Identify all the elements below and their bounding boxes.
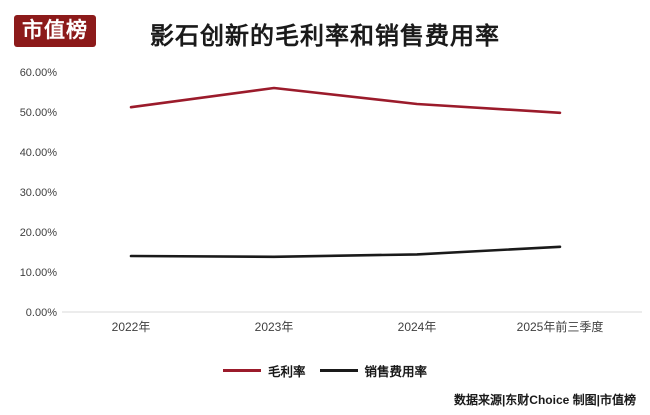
legend-item-sales-expense-ratio: 销售费用率 [319, 361, 428, 380]
y-tick-label: 40.00% [20, 147, 58, 159]
y-tick-label: 20.00% [20, 227, 58, 239]
y-tick-label: 30.00% [20, 187, 58, 199]
series-line-毛利率 [129, 86, 562, 115]
y-tick-label: 50.00% [20, 107, 58, 119]
legend-label: 毛利率 [267, 365, 306, 379]
data-source-credit: 数据来源|东财Choice 制图|市值榜 [453, 393, 636, 407]
y-tick-label: 0.00% [26, 307, 57, 319]
chart-svg: 0.00% 10.00% 20.00% 30.00% 40.00% 50.00% 60.00… [20, 67, 642, 334]
series-line-销售费用率 [129, 245, 562, 259]
chart-legend: 毛利率 销售费用率 [0, 361, 650, 380]
legend-item-gross-margin: 毛利率 [222, 361, 306, 380]
x-tick-label: 2024年 [398, 320, 437, 334]
x-tick-label: 2023年 [255, 320, 294, 334]
gross-margin-line-swatch [222, 369, 261, 372]
y-tick-label: 10.00% [20, 267, 58, 279]
x-tick-label: 2022年 [112, 320, 151, 334]
x-tick-label: 2025年前三季度 [517, 319, 604, 334]
sales-expense-line-swatch [319, 369, 358, 372]
legend-label: 销售费用率 [364, 365, 428, 379]
chart-title: 影石创新的毛利率和销售费用率 [150, 23, 500, 50]
y-tick-label: 60.00% [20, 67, 58, 79]
shizhibang-logo: 市值榜 [14, 15, 96, 48]
